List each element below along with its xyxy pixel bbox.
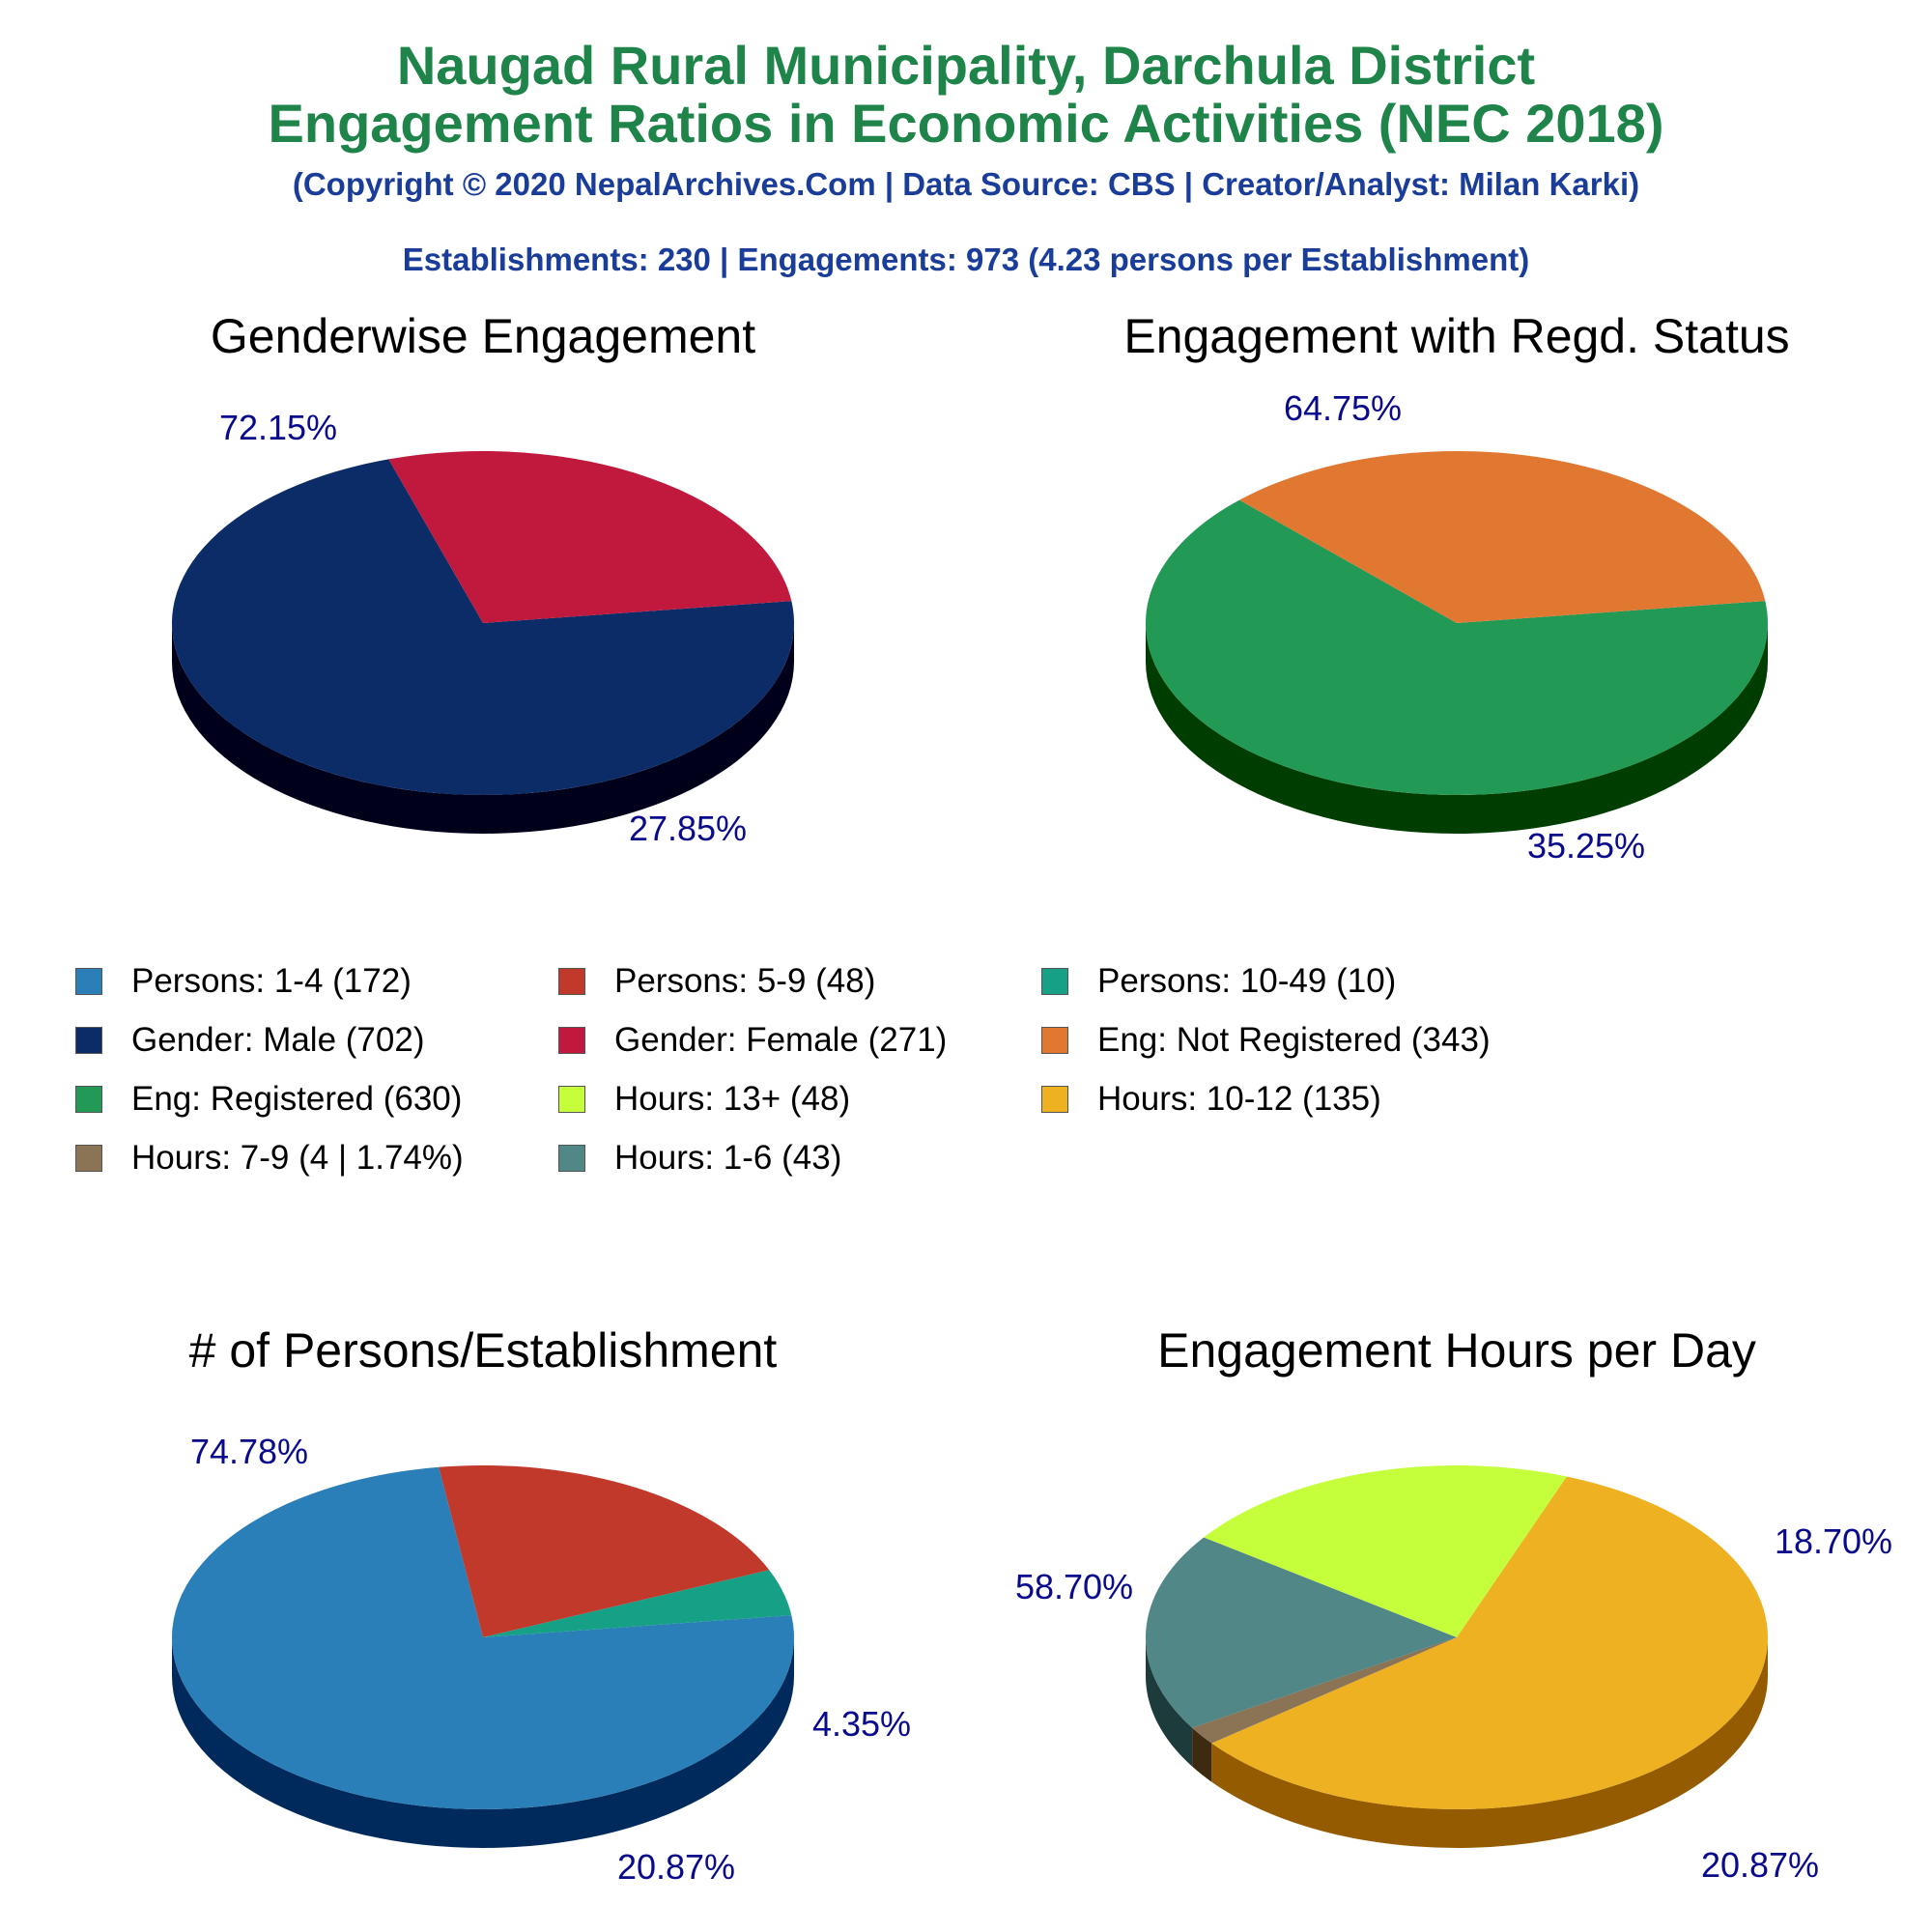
legend-label: Gender: Male (702) (131, 1021, 425, 1059)
pie-slice (388, 451, 792, 623)
pie-percent-label: 35.25% (1527, 826, 1645, 866)
legend-label: Persons: 10-49 (10) (1097, 962, 1397, 1000)
legend-swatch (558, 968, 585, 995)
legend-label: Gender: Female (271) (614, 1021, 948, 1059)
pie-chart: Engagement Hours per Day 58.70% 18.70% 20.8… (1015, 1323, 1892, 1885)
pie-title: # of Persons/Establishment (189, 1323, 778, 1378)
pie-percent-label: 27.85% (629, 809, 747, 848)
pie-depth (172, 1637, 794, 1848)
legend-label: Hours: 7-9 (4 | 1.74%) (131, 1139, 464, 1177)
legend-swatch (1041, 1027, 1068, 1054)
pie-percent-label: 72.15% (219, 408, 337, 447)
legend-swatch (75, 1086, 102, 1113)
pie-percent-label: 74.78% (190, 1432, 308, 1471)
legend-swatch (75, 1027, 102, 1054)
pie-slice (172, 1466, 795, 1810)
pie-side-wall (172, 1637, 794, 1848)
pie-side-wall (1192, 1727, 1212, 1782)
pie-side-wall (1146, 623, 1768, 834)
legend-label: Hours: 10-12 (135) (1097, 1080, 1381, 1118)
copyright-subtitle: (Copyright © 2020 NepalArchives.Com | Da… (292, 166, 1640, 202)
legend-swatch (75, 1145, 102, 1172)
legend-label: Persons: 5-9 (48) (614, 962, 876, 1000)
pie-percent-label: 64.75% (1284, 388, 1402, 428)
pie-slice (1145, 499, 1768, 795)
pie-side-wall (1146, 1637, 1193, 1767)
legend-label: Persons: 1-4 (172) (131, 962, 412, 1000)
legend-label: Hours: 13+ (48) (614, 1080, 851, 1118)
pie-slice (171, 459, 794, 795)
legend-label: Hours: 1-6 (43) (614, 1139, 842, 1177)
pie-slice (439, 1465, 770, 1637)
pie-title: Engagement with Regd. Status (1123, 309, 1789, 363)
pie-percent-label: 58.70% (1015, 1567, 1133, 1606)
pie-percent-label: 20.87% (617, 1847, 735, 1887)
pie-side-wall (1211, 1637, 1768, 1849)
pie-chart: Genderwise Engagement 72.15% 27.85% (171, 309, 794, 848)
legend-swatch (558, 1086, 585, 1113)
pie-chart: # of Persons/Establishment 74.78% 20.87% 4.… (172, 1323, 911, 1887)
legend-swatch (1041, 968, 1068, 995)
pie-slice (1146, 1537, 1457, 1728)
pie-slice (1239, 451, 1766, 623)
pie-percent-label: 20.87% (1701, 1845, 1819, 1885)
pie-percent-label: 4.35% (812, 1704, 911, 1744)
chart-title-line-2: Engagement Ratios in Economic Activities… (268, 93, 1664, 154)
pie-slice (483, 1570, 792, 1637)
pie-side-wall (172, 623, 794, 834)
pie-depth (172, 623, 794, 834)
legend-label: Eng: Not Registered (343) (1097, 1021, 1491, 1059)
pie-slice (1211, 1476, 1768, 1809)
legend-swatch (1041, 1086, 1068, 1113)
pie-slice (1204, 1465, 1567, 1637)
legend-swatch (75, 968, 102, 995)
pie-percent-label: 18.70% (1775, 1521, 1892, 1561)
chart-title-line-1: Naugad Rural Municipality, Darchula Dist… (396, 35, 1536, 96)
summary-subtitle: Establishments: 230 | Engagements: 973 (… (402, 242, 1530, 277)
pie-slice (1192, 1637, 1457, 1744)
pie-depth (1146, 623, 1768, 834)
pie-title: Engagement Hours per Day (1157, 1323, 1756, 1378)
legend-swatch (558, 1027, 585, 1054)
legend-swatch (558, 1145, 585, 1172)
pie-title: Genderwise Engagement (211, 309, 755, 363)
legend-label: Eng: Registered (630) (131, 1080, 463, 1118)
pie-depth (1146, 1637, 1768, 1849)
pie-chart: Engagement with Regd. Status 64.75% 35.25% (1123, 309, 1789, 866)
